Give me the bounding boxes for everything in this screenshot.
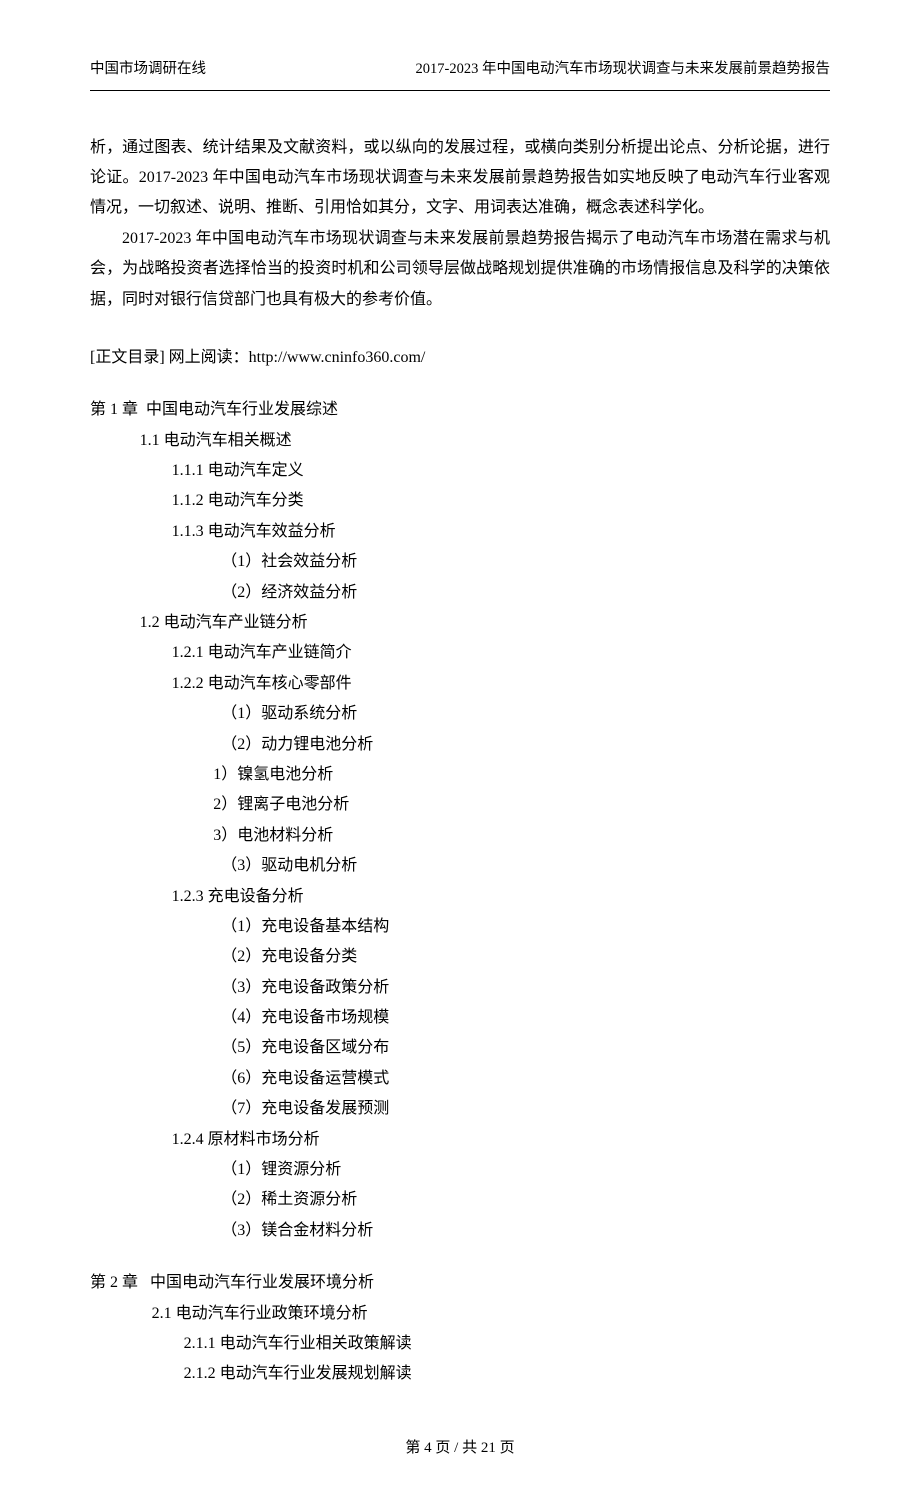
toc-entry: （4）充电设备市场规模 xyxy=(90,1003,830,1033)
toc-entry: （1）锂资源分析 xyxy=(90,1155,830,1185)
header-right: 2017-2023 年中国电动汽车市场现状调查与未来发展前景趋势报告 xyxy=(416,56,830,84)
body-paragraph-2: 2017-2023 年中国电动汽车市场现状调查与未来发展前景趋势报告揭示了电动汽… xyxy=(90,224,830,315)
toc-entry: 第 1 章 中国电动汽车行业发展综述 xyxy=(90,395,830,425)
table-of-contents: 第 1 章 中国电动汽车行业发展综述1.1 电动汽车相关概述1.1.1 电动汽车… xyxy=(90,395,830,1390)
toc-entry: （2）稀土资源分析 xyxy=(90,1185,830,1215)
toc-entry: 2.1 电动汽车行业政策环境分析 xyxy=(90,1299,830,1329)
page-footer: 第 4 页 / 共 21 页 xyxy=(90,1434,830,1463)
toc-entry: 2）锂离子电池分析 xyxy=(90,790,830,820)
header-left: 中国市场调研在线 xyxy=(90,56,206,84)
toc-entry: 第 2 章 中国电动汽车行业发展环境分析 xyxy=(90,1268,830,1298)
toc-entry: （2）充电设备分类 xyxy=(90,942,830,972)
toc-entry: （1）充电设备基本结构 xyxy=(90,912,830,942)
toc-entry: 1.2.2 电动汽车核心零部件 xyxy=(90,669,830,699)
toc-source-link: [正文目录] 网上阅读：http://www.cninfo360.com/ xyxy=(90,343,830,373)
toc-entry: 1.2.1 电动汽车产业链简介 xyxy=(90,638,830,668)
toc-entry: 3）电池材料分析 xyxy=(90,821,830,851)
toc-entry: （2）动力锂电池分析 xyxy=(90,730,830,760)
toc-entry: （3）驱动电机分析 xyxy=(90,851,830,881)
toc-entry: （3）镁合金材料分析 xyxy=(90,1216,830,1246)
toc-entry: 1.2.4 原材料市场分析 xyxy=(90,1125,830,1155)
toc-entry: 1.2.3 充电设备分析 xyxy=(90,882,830,912)
toc-entry: 1.1 电动汽车相关概述 xyxy=(90,426,830,456)
toc-entry: 1）镍氢电池分析 xyxy=(90,760,830,790)
toc-entry: 1.1.2 电动汽车分类 xyxy=(90,486,830,516)
page-header: 中国市场调研在线 2017-2023 年中国电动汽车市场现状调查与未来发展前景趋… xyxy=(90,56,830,91)
toc-entry: （2）经济效益分析 xyxy=(90,578,830,608)
body-paragraph-1: 析，通过图表、统计结果及文献资料，或以纵向的发展过程，或横向类别分析提出论点、分… xyxy=(90,133,830,224)
toc-entry: （1）社会效益分析 xyxy=(90,547,830,577)
toc-entry: （3）充电设备政策分析 xyxy=(90,973,830,1003)
toc-entry: 1.2 电动汽车产业链分析 xyxy=(90,608,830,638)
document-page: 中国市场调研在线 2017-2023 年中国电动汽车市场现状调查与未来发展前景趋… xyxy=(0,0,920,1502)
toc-entry: （5）充电设备区域分布 xyxy=(90,1033,830,1063)
toc-entry: （7）充电设备发展预测 xyxy=(90,1094,830,1124)
toc-entry: 2.1.2 电动汽车行业发展规划解读 xyxy=(90,1359,830,1389)
toc-entry: 2.1.1 电动汽车行业相关政策解读 xyxy=(90,1329,830,1359)
toc-entry: 1.1.3 电动汽车效益分析 xyxy=(90,517,830,547)
toc-entry: （1）驱动系统分析 xyxy=(90,699,830,729)
toc-entry: （6）充电设备运营模式 xyxy=(90,1064,830,1094)
toc-entry: 1.1.1 电动汽车定义 xyxy=(90,456,830,486)
